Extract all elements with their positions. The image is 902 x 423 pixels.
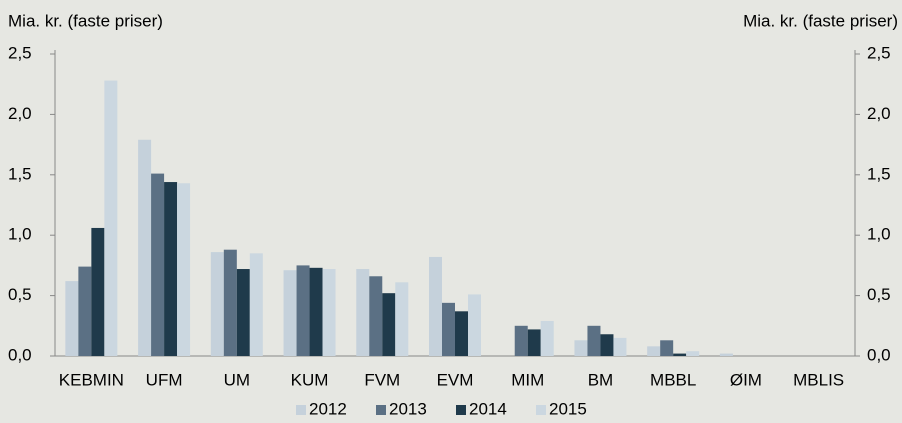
x-tick-label: BM — [588, 370, 614, 389]
bar — [382, 293, 396, 356]
bar — [468, 294, 481, 356]
bar — [356, 269, 370, 356]
bar — [210, 252, 224, 356]
legend-label: 2014 — [469, 399, 507, 418]
y-tick-label: 0,5 — [8, 285, 32, 304]
y2-tick-label: 2,0 — [867, 104, 891, 123]
legend-swatch — [456, 405, 466, 415]
bar — [296, 265, 310, 356]
bar — [514, 325, 528, 356]
y2-tick-label: 1,5 — [867, 164, 891, 183]
bar — [223, 249, 237, 356]
y-tick-label: 0,0 — [8, 345, 32, 364]
x-tick-label: KUM — [291, 370, 329, 389]
bar — [395, 282, 409, 356]
legend-swatch — [536, 405, 546, 415]
bar — [647, 346, 661, 356]
y-tick-label: 2,5 — [8, 43, 32, 62]
legend-label: 2015 — [549, 399, 587, 418]
bar — [322, 269, 336, 356]
bar — [673, 353, 687, 356]
bar — [177, 183, 191, 356]
bar — [309, 267, 323, 356]
bar — [527, 329, 541, 356]
bar — [719, 353, 733, 356]
bar — [151, 173, 165, 356]
bar — [540, 320, 554, 356]
y2-tick-label: 2,5 — [867, 43, 891, 62]
bar — [429, 256, 442, 356]
bar — [613, 337, 627, 356]
bar — [104, 80, 118, 357]
y-tick-label: 1,5 — [8, 164, 32, 183]
x-tick-label: MBLIS — [793, 370, 844, 389]
x-tick-label: EVM — [437, 370, 474, 389]
bar — [600, 334, 614, 356]
bar — [587, 325, 601, 356]
bar — [660, 340, 674, 356]
bar — [442, 302, 455, 356]
bar — [65, 281, 79, 356]
x-tick-label: MBBL — [650, 370, 696, 389]
bar — [91, 227, 105, 356]
y-axis-label: Mia. kr. (faste priser) — [8, 11, 163, 30]
bar — [686, 351, 700, 356]
bar — [283, 270, 297, 356]
x-tick-label: MIM — [511, 370, 544, 389]
bar — [164, 182, 178, 356]
bar — [455, 311, 468, 356]
x-tick-label: UFM — [146, 370, 183, 389]
x-tick-label: FVM — [364, 370, 400, 389]
bar — [369, 276, 383, 356]
x-tick-label: ØIM — [730, 370, 762, 389]
bar — [236, 269, 250, 356]
x-tick-label: KEBMIN — [59, 370, 124, 389]
y2-tick-label: 0,5 — [867, 285, 891, 304]
y2-tick-label: 1,0 — [867, 225, 891, 244]
bar — [138, 139, 152, 356]
legend-swatch — [376, 405, 386, 415]
legend-label: 2012 — [309, 399, 347, 418]
legend-label: 2013 — [389, 399, 427, 418]
bar — [78, 266, 92, 356]
y-tick-label: 2,0 — [8, 104, 32, 123]
y2-tick-label: 0,0 — [867, 345, 891, 364]
y-tick-label: 1,0 — [8, 225, 32, 244]
bar — [249, 253, 263, 356]
y2-axis-label: Mia. kr. (faste priser) — [743, 11, 898, 30]
bar — [574, 340, 588, 356]
legend-swatch — [296, 405, 306, 415]
x-tick-label: UM — [224, 370, 250, 389]
